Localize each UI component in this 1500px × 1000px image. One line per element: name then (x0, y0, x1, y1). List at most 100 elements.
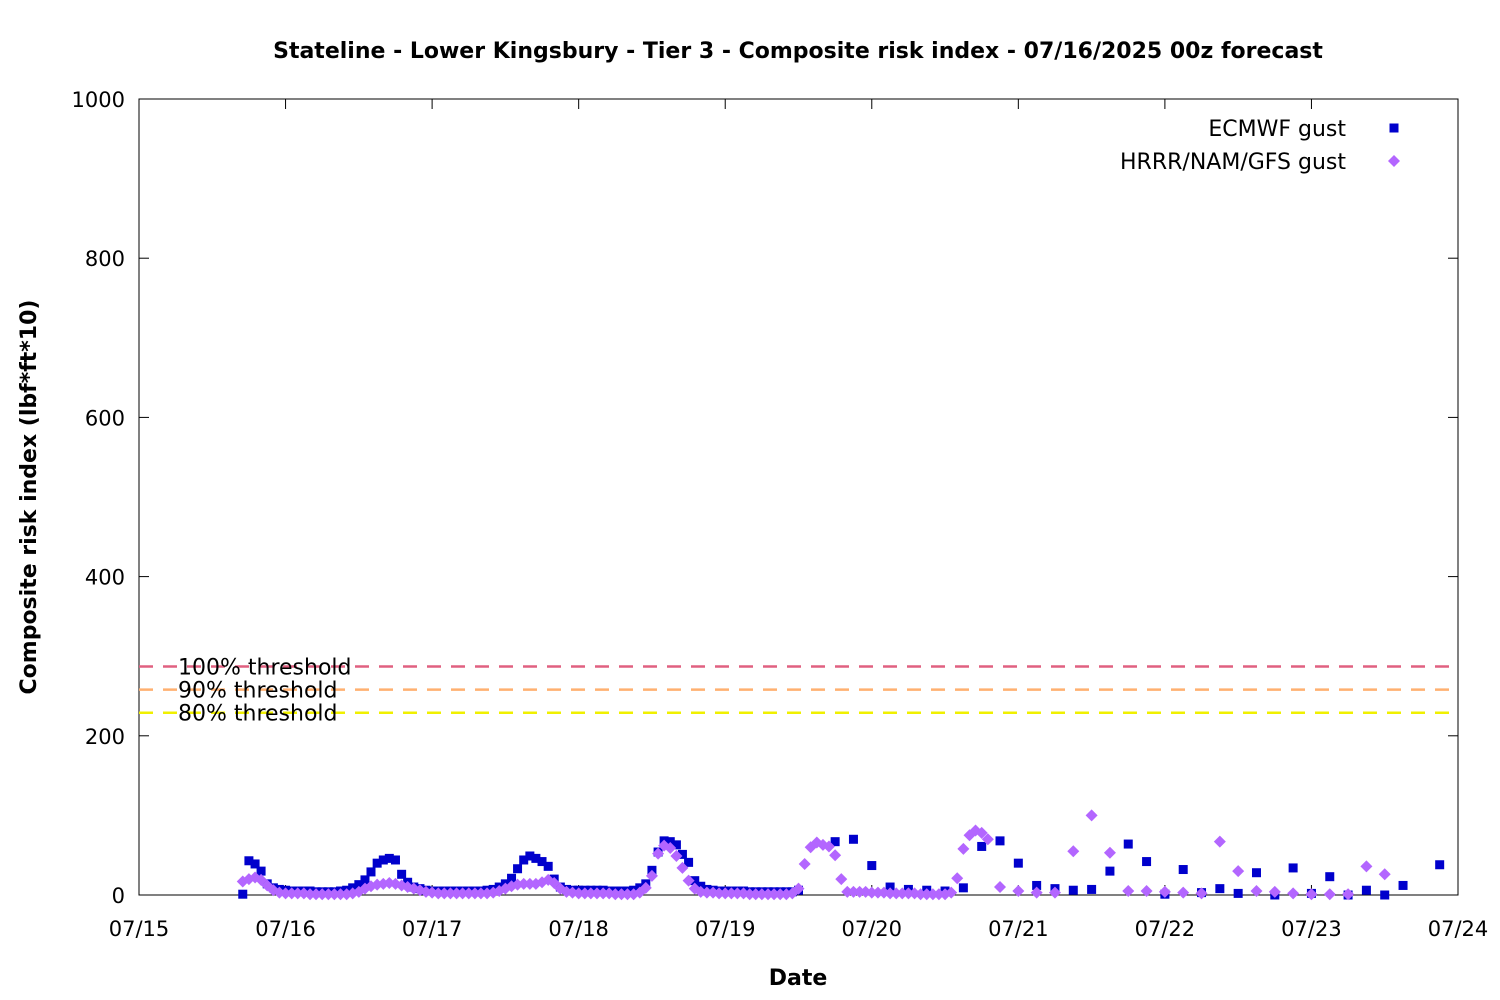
data-point (1232, 865, 1245, 878)
data-point (981, 833, 994, 846)
data-point (865, 886, 878, 899)
data-point (1288, 863, 1298, 873)
data-point (285, 887, 298, 900)
data-point (743, 888, 756, 901)
data-point (1105, 866, 1115, 876)
data-point (397, 869, 407, 879)
threshold-label: 100% threshold (178, 656, 352, 681)
data-point (279, 887, 292, 900)
data-point (621, 888, 634, 901)
data-point (1325, 872, 1335, 882)
data-point (958, 883, 968, 893)
data-point (713, 887, 726, 900)
data-point (444, 887, 457, 900)
legend-label: HRRR/NAM/GFS gust (1120, 150, 1346, 175)
data-point (798, 857, 811, 870)
data-point (639, 881, 652, 894)
data-point (468, 887, 481, 900)
data-point (725, 887, 738, 900)
data-point (450, 887, 463, 900)
data-point (932, 888, 945, 901)
data-point (1012, 885, 1025, 898)
data-point (250, 859, 260, 869)
data-point (310, 888, 323, 901)
data-point (1389, 123, 1399, 133)
legend-label: ECMWF gust (1208, 117, 1346, 142)
x-tick-label: 07/18 (548, 917, 609, 941)
data-point (853, 885, 866, 898)
data-point (1048, 886, 1061, 899)
data-point (1123, 839, 1133, 849)
data-point (1305, 888, 1318, 901)
data-point (507, 873, 517, 883)
data-point (871, 886, 884, 899)
data-point (519, 855, 529, 865)
data-point (1122, 885, 1135, 898)
data-point (1085, 809, 1098, 822)
data-point (920, 888, 933, 901)
data-point (1268, 885, 1281, 898)
data-point (830, 837, 840, 847)
data-point (1287, 887, 1300, 900)
data-point (945, 886, 958, 899)
data-point (438, 887, 451, 900)
data-point (957, 842, 970, 855)
data-point (505, 880, 518, 893)
data-point (676, 861, 689, 874)
data-point (762, 888, 775, 901)
data-point (884, 887, 897, 900)
data-point (1213, 835, 1226, 848)
x-axis-ticks: 07/15 07/16 07/17 07/18 07/19 07/20 07/21 07/22… (109, 99, 1488, 941)
data-point (902, 887, 915, 900)
data-point (615, 888, 628, 901)
data-point (835, 873, 848, 886)
plot-area (138, 98, 1459, 896)
data-point (366, 867, 376, 877)
data-point (1030, 886, 1043, 899)
data-point (1342, 888, 1355, 901)
data-point (1103, 846, 1116, 859)
data-point (1013, 858, 1023, 868)
y-axis-ticks: 0 200 400 600 800 1000 (72, 88, 1458, 908)
x-tick-label: 07/22 (1135, 917, 1196, 941)
data-point (822, 840, 835, 853)
data-point (975, 826, 988, 839)
data-point (829, 849, 842, 862)
data-point (543, 861, 553, 871)
data-point (390, 855, 400, 865)
data-point (1087, 884, 1097, 894)
data-point (609, 888, 622, 901)
data-point (995, 836, 1005, 846)
data-point (590, 887, 603, 900)
x-tick-label: 07/17 (402, 917, 463, 941)
threshold-label: 80% threshold (178, 702, 338, 727)
data-point (682, 874, 695, 887)
data-point (885, 882, 895, 892)
data-point (316, 888, 329, 901)
series-hrrr-nam-gfs-gust (236, 809, 1391, 901)
data-point (256, 866, 266, 876)
chart-title: Stateline - Lower Kingsbury - Tier 3 - C… (273, 39, 1323, 64)
data-point (1435, 860, 1445, 870)
data-point (719, 887, 732, 900)
y-tick-label: 200 (85, 725, 125, 749)
data-point (690, 876, 700, 886)
data-point (645, 869, 658, 882)
data-point (384, 853, 394, 863)
data-point (731, 887, 744, 900)
data-point (523, 877, 536, 890)
y-tick-label: 0 (112, 884, 125, 908)
data-point (847, 885, 860, 898)
y-tick-label: 400 (85, 566, 125, 590)
data-point (572, 887, 585, 900)
data-point (792, 882, 805, 895)
y-tick-label: 1000 (72, 88, 125, 112)
data-point (700, 886, 713, 899)
data-point (977, 841, 987, 851)
data-point (322, 888, 335, 901)
data-point (841, 885, 854, 898)
data-point (531, 853, 541, 863)
data-point (652, 847, 665, 860)
data-point (1195, 887, 1208, 900)
